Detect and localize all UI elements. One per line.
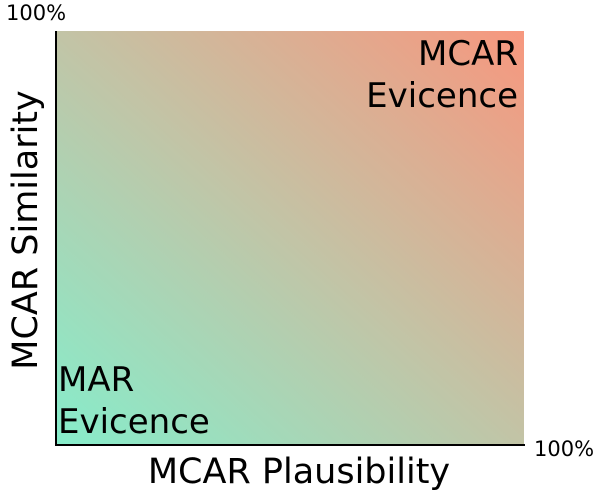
x-axis-max-label: 100% — [534, 437, 595, 461]
y-axis-line — [55, 31, 57, 446]
mar-evidence-label: MAR Evicence — [58, 359, 210, 443]
mcar-evidence-line1: MCAR — [418, 34, 518, 74]
mcar-evidence-label: MCAR Evicence — [366, 33, 518, 117]
mar-evidence-line1: MAR — [58, 360, 135, 400]
x-axis-line — [55, 444, 525, 446]
mcar-evidence-line2: Evicence — [366, 76, 518, 116]
y-axis-max-label: 100% — [6, 1, 67, 25]
gradient-plot-area — [56, 31, 524, 445]
y-axis-title: MCAR Similarity — [6, 90, 46, 370]
x-axis-title: MCAR Plausibility — [147, 452, 451, 492]
mar-evidence-line2: Evicence — [58, 402, 210, 442]
